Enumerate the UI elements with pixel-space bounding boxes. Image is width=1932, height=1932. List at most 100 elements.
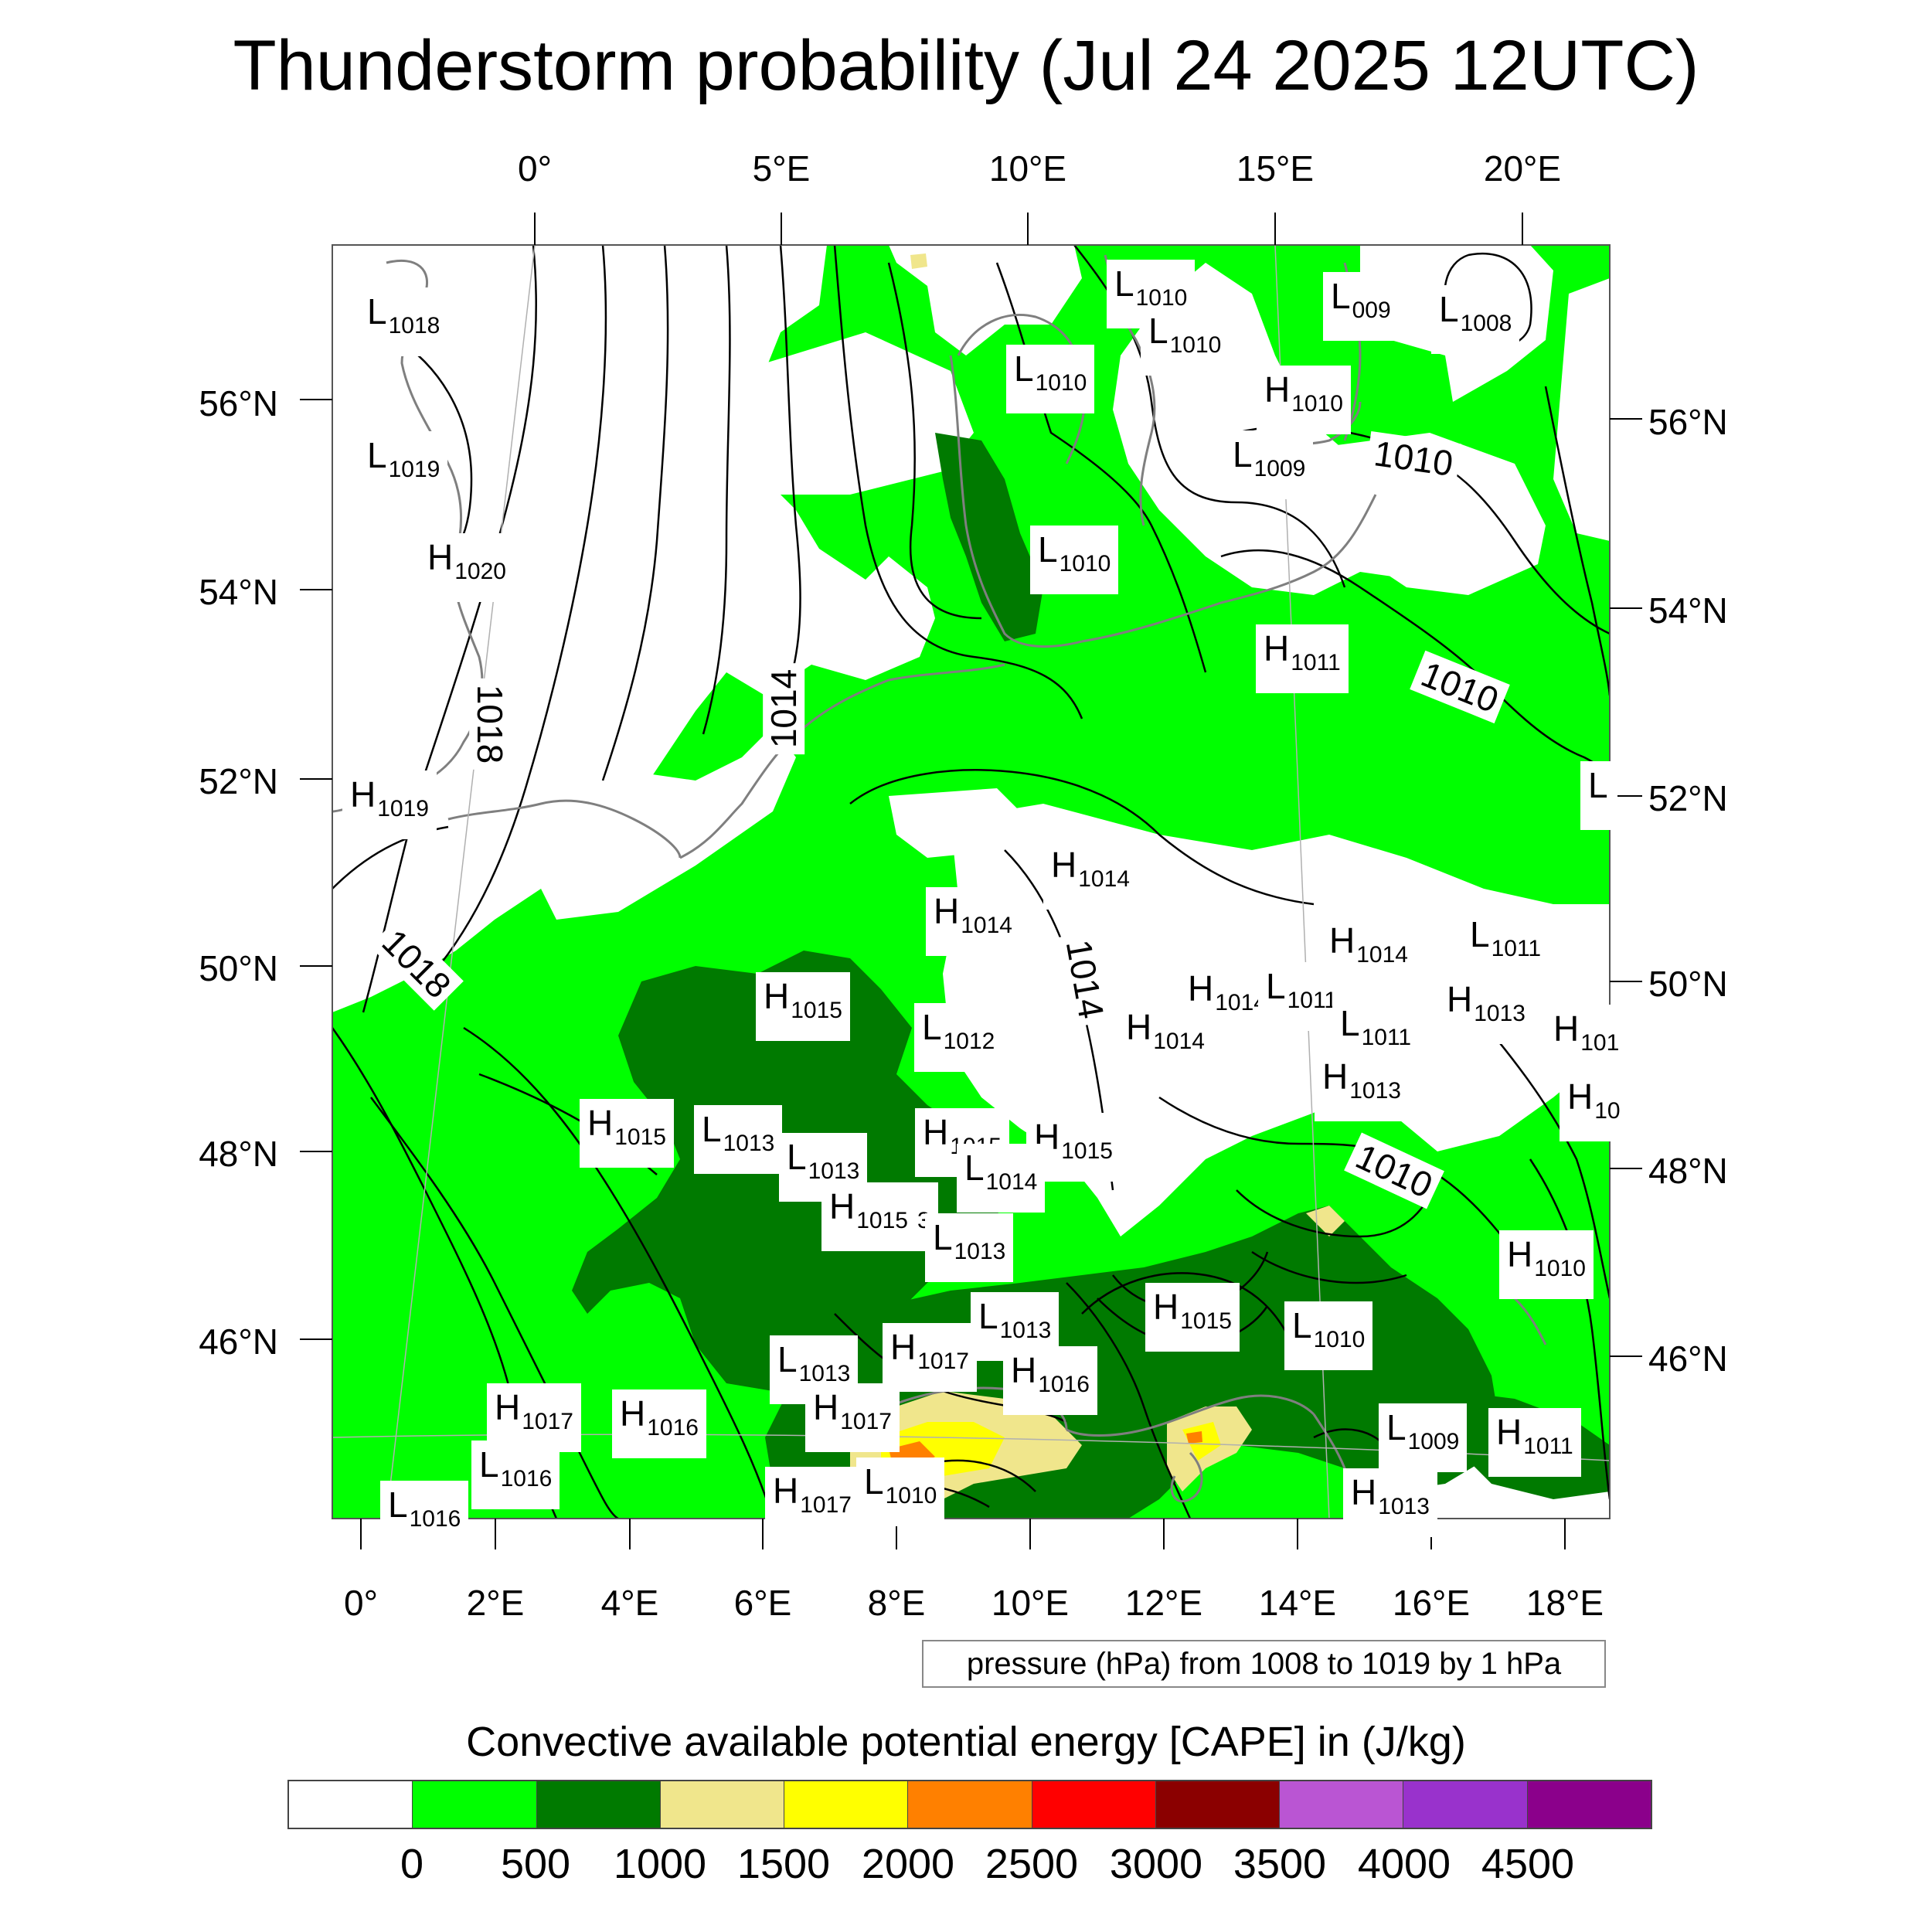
colorbar-tick-label: 0 <box>400 1841 424 1887</box>
pressure-low-label: L1014 <box>957 1144 1046 1213</box>
pressure-low-label: L1010 <box>1141 307 1230 376</box>
lat-tick-label: 46°N <box>199 1321 278 1362</box>
lon-tick-label: 18°E <box>1526 1583 1604 1623</box>
pressure-high-label: H1015 3 <box>821 1182 938 1251</box>
pressure-low-label: L009 <box>1323 272 1399 341</box>
pressure-high-label: H1014 <box>1321 917 1416 985</box>
colorbar-tick-label: 1000 <box>613 1841 707 1887</box>
colorbar-swatch <box>1032 1781 1156 1828</box>
colorbar-tick-label: 500 <box>500 1841 571 1887</box>
pressure-low-label: L1011 <box>1258 962 1345 1031</box>
cape-none-northeast <box>889 245 1082 355</box>
coastline <box>447 799 682 859</box>
pressure-low-label: L1011 <box>1462 910 1549 979</box>
coastline <box>1170 1451 1203 1503</box>
cape-none-stripe <box>742 332 974 495</box>
lat-tick-label: 52°N <box>199 761 278 801</box>
lon-tick-label: 0° <box>518 148 552 189</box>
isobar-line <box>1529 1158 1610 1500</box>
colorbar-tick-label: 4000 <box>1357 1841 1451 1887</box>
pressure-high-label: H1014 <box>1118 1003 1213 1072</box>
pressure-low-label: L <box>1580 761 1617 830</box>
lon-tick-label: 4°E <box>600 1583 659 1623</box>
coastline <box>949 355 1083 648</box>
pressure-low-label: L1012 <box>914 1003 1003 1072</box>
isobar-line <box>887 262 982 620</box>
colorbar-swatch <box>1280 1781 1404 1828</box>
pressure-high-label: H1017 <box>883 1323 977 1392</box>
lon-tick-label: 20°E <box>1483 148 1562 189</box>
lon-tick-label: 16°E <box>1392 1583 1471 1623</box>
colorbar-swatch <box>413 1781 537 1828</box>
isobar-line <box>1220 549 1610 781</box>
lon-tick-label: 12°E <box>1124 1583 1203 1623</box>
isobar-line <box>1468 1004 1610 1299</box>
isobar-line <box>702 245 731 735</box>
pressure-high-label: H1013 <box>1439 975 1533 1044</box>
graticule-line <box>386 245 536 1519</box>
colorbar-swatch <box>289 1781 413 1828</box>
pressure-high-label: H1016 <box>612 1389 706 1458</box>
map-frame <box>332 244 1611 1519</box>
colorbar-tick-label: 1500 <box>736 1841 831 1887</box>
isobar-line <box>849 769 1315 906</box>
colorbar-swatch <box>908 1781 1032 1828</box>
pressure-high-label: H1017 <box>765 1467 859 1536</box>
cape-fill-2000-2500-east <box>1186 1431 1202 1444</box>
coastline <box>1513 1297 1547 1345</box>
pressure-high-label: H1013 <box>1343 1468 1437 1537</box>
coastline <box>957 313 1087 464</box>
cape-none-farEast <box>1553 278 1610 541</box>
pressure-high-label: H1015 <box>756 972 850 1041</box>
lat-tick-label: 56°N <box>199 383 278 423</box>
isobar-line <box>601 245 669 781</box>
pressure-high-label: H1010 <box>1499 1230 1594 1299</box>
isobar-line <box>463 1026 774 1519</box>
isobar-line <box>432 245 607 975</box>
lat-tick-label: 52°N <box>1648 778 1728 818</box>
pressure-low-label: L1010 <box>1030 526 1119 594</box>
isobar-label: 1018 <box>469 678 512 770</box>
pressure-low-label: L1013 <box>694 1105 783 1174</box>
pressure-low-label: L1010 <box>856 1458 945 1526</box>
lon-tick-label: 0° <box>344 1583 378 1623</box>
cape-fill-1000-1500-north <box>910 253 927 269</box>
isobar-line <box>1081 1272 1300 1361</box>
lon-tick-label: 10°E <box>991 1583 1070 1623</box>
lat-tick-label: 48°N <box>1648 1151 1728 1191</box>
pressure-low-label: L1018 <box>359 287 448 356</box>
isobar-line <box>771 245 801 727</box>
lat-tick-label: 54°N <box>199 572 278 612</box>
pressure-high-label: H101 <box>1546 1005 1628 1073</box>
coastline <box>1066 1394 1315 1437</box>
lon-tick-label: 10°E <box>988 148 1067 189</box>
pressure-high-label: H1020 <box>420 533 514 602</box>
colorbar-swatch <box>784 1781 909 1828</box>
pressure-low-label: L1010 <box>1006 345 1095 413</box>
chart-title: Thunderstorm probability (Jul 24 2025 12… <box>233 26 1699 105</box>
pressure-low-label: L1013 <box>925 1213 1014 1282</box>
pressure-high-label: H1013 <box>1315 1053 1409 1121</box>
colorbar-tick-label: 4500 <box>1481 1841 1575 1887</box>
pressure-low-label: L1008 <box>1431 285 1520 354</box>
cape-none-center2 <box>889 788 1028 858</box>
lon-tick-label: 5°E <box>752 148 811 189</box>
pressure-high-label: H1019 <box>342 770 437 839</box>
pressure-high-label: H1011 <box>1256 624 1349 693</box>
isobar-line <box>833 245 1083 719</box>
pressure-high-label: H1011 <box>1488 1408 1581 1477</box>
lon-tick-label: 8°E <box>867 1583 926 1623</box>
colorbar-tick-label: 3000 <box>1109 1841 1203 1887</box>
isobar-label: 1014 <box>763 662 805 755</box>
pressure-low-label: L1019 <box>359 431 448 500</box>
lat-tick-label: 50°N <box>1648 964 1728 1004</box>
colorbar-swatch <box>1155 1781 1281 1828</box>
lat-tick-label: 48°N <box>199 1134 278 1174</box>
lon-tick-label: 14°E <box>1258 1583 1337 1623</box>
pressure-high-label: H1016 <box>1003 1346 1097 1415</box>
lon-tick-label: 6°E <box>733 1583 792 1623</box>
isobar-line <box>1066 1282 1192 1519</box>
pressure-high-label: H10 <box>1560 1073 1628 1141</box>
pressure-high-label: H1017 <box>805 1383 900 1452</box>
colorbar-swatch <box>536 1781 661 1828</box>
